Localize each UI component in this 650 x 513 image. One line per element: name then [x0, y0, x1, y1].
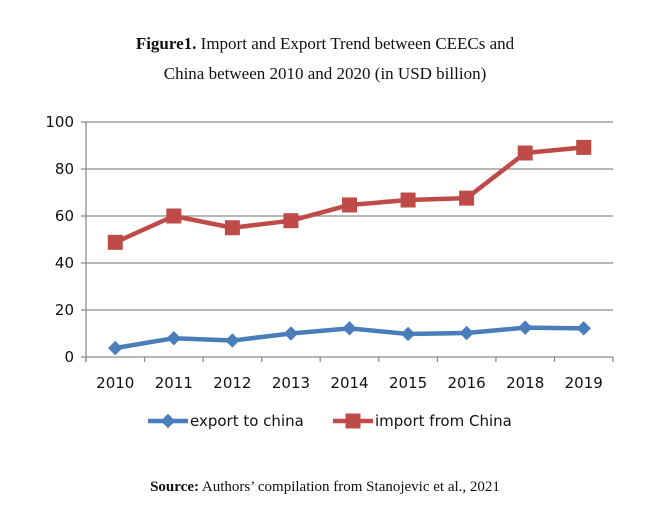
series-import — [107, 139, 592, 250]
source-text: Authors’ compilation from Stanojevic et … — [198, 479, 500, 495]
data-point — [166, 330, 182, 346]
y-tick-label: 100 — [45, 113, 74, 131]
data-point — [342, 321, 357, 336]
legend-marker — [160, 413, 176, 429]
data-point — [400, 192, 416, 208]
series-line — [114, 145, 584, 245]
data-point — [224, 220, 240, 236]
data-point — [400, 326, 416, 342]
y-tick-label: 80 — [55, 160, 74, 178]
y-tick-label: 60 — [55, 207, 74, 225]
data-point — [108, 340, 123, 356]
data-point — [576, 321, 591, 336]
series-group — [107, 139, 592, 356]
x-tick-label: 2013 — [272, 374, 310, 392]
legend-label: import from China — [375, 412, 512, 430]
data-point — [517, 145, 533, 161]
gridlines — [86, 121, 613, 311]
source-note: Source: Authors’ compilation from Stanoj… — [0, 479, 650, 496]
data-point — [283, 326, 299, 341]
legend-label: export to china — [190, 412, 304, 430]
legend-marker — [345, 413, 361, 429]
legend: export to china import from China — [148, 412, 512, 430]
x-tick-label: 2011 — [155, 374, 193, 392]
data-point — [459, 190, 475, 206]
y-tick-label: 40 — [55, 254, 74, 272]
data-point — [283, 213, 299, 229]
y-tick-labels: 0 20 40 60 80 100 — [45, 113, 74, 366]
legend-item: export to china — [148, 412, 304, 430]
x-tick-label: 2010 — [96, 374, 134, 392]
data-point — [576, 139, 592, 155]
data-point — [225, 333, 240, 348]
figure-label: Figure1. — [135, 34, 197, 53]
legend-item: import from China — [333, 412, 512, 430]
figure-caption-line2: China between 2010 and 2020 (in USD bill… — [163, 64, 487, 83]
data-point — [459, 325, 474, 341]
series-export — [108, 320, 591, 356]
figure-caption-line1: Figure1. Import and Export Trend between… — [0, 34, 650, 54]
x-tick-labels: 2010 2011 2012 2013 2014 2015 2016 2018 2019 — [96, 374, 603, 392]
y-tick-label: 0 — [64, 348, 74, 366]
x-tick-label: 2019 — [565, 374, 603, 392]
x-tick-label: 2016 — [448, 374, 486, 392]
x-tick-label: 2015 — [389, 374, 427, 392]
figure-caption-text: Import and Export Trend between CEECs an… — [196, 34, 515, 53]
data-point — [342, 197, 357, 213]
x-tick-label: 2012 — [213, 374, 251, 392]
x-tick-label: 2018 — [506, 374, 544, 392]
data-point — [517, 320, 533, 335]
source-label: Source: — [150, 479, 199, 495]
data-point — [107, 234, 123, 250]
x-tick-label: 2014 — [330, 374, 368, 392]
y-tick-label: 20 — [55, 301, 74, 319]
axes — [81, 121, 614, 362]
data-point — [166, 208, 182, 224]
